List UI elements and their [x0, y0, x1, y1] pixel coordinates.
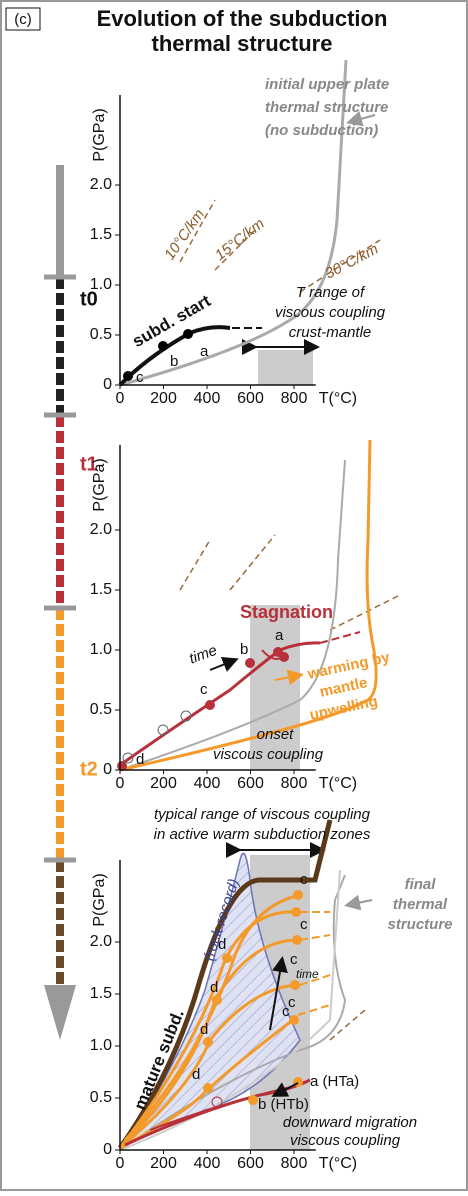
y-tick-label: 1.0 — [90, 276, 112, 293]
point-label: c — [300, 916, 308, 933]
annotation: 15°C/km — [212, 215, 268, 264]
point-label: c — [282, 1003, 290, 1020]
annotation: thermal — [393, 896, 448, 913]
y-tick-label: 1.0 — [90, 641, 112, 658]
x-axis-label: T(°C) — [319, 775, 357, 792]
annotation: T range of — [296, 284, 366, 301]
x-tick-label: 400 — [194, 390, 221, 407]
annotation: time — [187, 642, 219, 668]
y-tick-label: 1.5 — [90, 226, 112, 243]
y-tick-label: 0.5 — [90, 701, 112, 718]
panel-2-curves — [117, 439, 401, 772]
point-label: a — [200, 343, 209, 360]
annotation: initial upper plate — [265, 76, 389, 93]
y-tick-label: 1.5 — [90, 985, 112, 1002]
y-tick-label: 0 — [103, 1141, 112, 1158]
annotation: (no subduction) — [265, 122, 378, 139]
x-tick-label: 600 — [237, 1155, 264, 1172]
point-label: b — [240, 641, 248, 658]
annotation: structure — [387, 916, 452, 933]
y-tick-label: 0.5 — [90, 1089, 112, 1106]
x-tick-label: 400 — [194, 775, 221, 792]
x-tick-label: 200 — [150, 775, 177, 792]
annotation: crust-mantle — [289, 324, 372, 341]
point-label: c — [290, 951, 298, 968]
annotation: viscous coupling — [290, 1132, 401, 1149]
annotation: 10°C/km — [161, 206, 208, 263]
annotation: in active warm subduction zones — [154, 826, 371, 843]
annotation: time — [296, 967, 319, 981]
x-axis-label: T(°C) — [319, 1155, 357, 1172]
point-label: c — [136, 369, 144, 386]
x-tick-label: 600 — [237, 390, 264, 407]
x-tick-label: 800 — [281, 775, 308, 792]
timeline — [44, 165, 76, 1040]
label-box — [5, 7, 41, 31]
title: Evolution of the subduction — [97, 6, 388, 31]
x-tick-label: 400 — [194, 1155, 221, 1172]
point-label: d — [210, 979, 218, 996]
point-label: c — [288, 994, 296, 1011]
time-label: t2 — [80, 758, 98, 780]
x-tick-label: 800 — [281, 1155, 308, 1172]
x-tick-label: 200 — [150, 1155, 177, 1172]
panel-label: (c) — [14, 11, 32, 28]
y-tick-label: 0.5 — [90, 326, 112, 343]
point-label: b (HTb) — [258, 1096, 309, 1113]
annotation: viscous coupling — [275, 304, 386, 321]
y-axis-label: P(GPa) — [91, 458, 108, 511]
y-tick-label: 2.0 — [90, 521, 112, 538]
y-tick-label: 0 — [103, 761, 112, 778]
y-axis-label: P(GPa) — [91, 873, 108, 926]
annotation: typical range of viscous coupling — [154, 806, 371, 823]
point-label: d — [192, 1066, 200, 1083]
annotation: Stagnation — [240, 602, 333, 622]
x-tick-label: 800 — [281, 390, 308, 407]
x-axis-label: T(°C) — [319, 390, 357, 407]
x-tick-label: 0 — [116, 1155, 125, 1172]
y-tick-label: 2.0 — [90, 176, 112, 193]
annotation: onset — [257, 726, 295, 743]
point-label: a (HTa) — [310, 1073, 359, 1090]
y-axis-label: P(GPa) — [91, 108, 108, 161]
time-label: t1 — [80, 453, 98, 475]
x-tick-label: 0 — [116, 775, 125, 792]
panel-1-curves — [118, 59, 381, 387]
annotation: thermal structure — [265, 99, 388, 116]
point-label: a — [275, 627, 284, 644]
x-tick-label: 200 — [150, 390, 177, 407]
point-label: c — [300, 871, 308, 888]
annotation: viscous coupling — [213, 746, 324, 763]
title: thermal structure — [152, 31, 333, 56]
x-tick-label: 0 — [116, 390, 125, 407]
point-label: d — [136, 751, 144, 768]
point-label: c — [200, 681, 208, 698]
annotation: downward migration — [283, 1114, 417, 1131]
time-label: t0 — [80, 288, 98, 310]
y-tick-label: 0 — [103, 376, 112, 393]
point-label: d — [200, 1021, 208, 1038]
y-tick-label: 1.5 — [90, 581, 112, 598]
panel-3-curves — [117, 819, 373, 1151]
point-label: b — [170, 353, 178, 370]
x-tick-label: 600 — [237, 775, 264, 792]
annotation: upwelling — [308, 693, 379, 724]
y-tick-label: 2.0 — [90, 933, 112, 950]
point-label: d — [218, 936, 226, 953]
annotation: final — [405, 876, 437, 893]
y-tick-label: 1.0 — [90, 1037, 112, 1054]
